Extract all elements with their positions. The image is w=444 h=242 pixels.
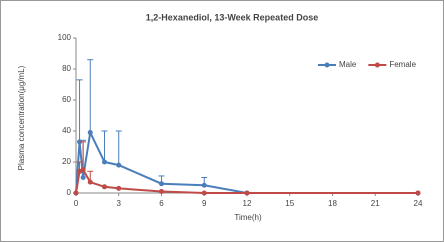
x-tick-label: 18	[328, 199, 337, 208]
x-tick-label: 0	[74, 199, 79, 208]
data-point	[87, 130, 93, 136]
legend-label: Female	[389, 60, 416, 69]
y-tick-label: 20	[62, 157, 71, 166]
x-tick-label: 3	[117, 199, 122, 208]
data-point	[73, 190, 79, 196]
data-point	[87, 179, 93, 185]
data-point	[116, 162, 122, 168]
data-point	[102, 184, 107, 190]
data-point	[116, 185, 122, 191]
y-axis-label: Plasma concentration(μg/mL)	[17, 65, 26, 170]
data-point	[159, 188, 164, 194]
data-point	[415, 190, 421, 196]
x-tick-label: 12	[243, 199, 252, 208]
data-point	[80, 167, 86, 173]
series-line	[75, 129, 418, 194]
y-tick-label: 100	[58, 33, 72, 42]
y-tick-label: 80	[62, 64, 71, 73]
y-tick-label: 60	[62, 95, 71, 104]
x-tick-label: 15	[285, 199, 294, 208]
x-tick-label: 9	[202, 199, 207, 208]
y-tick-label: 40	[62, 126, 71, 135]
x-tick-label: 21	[371, 199, 380, 208]
legend-marker	[324, 62, 330, 68]
legend-marker	[374, 62, 380, 68]
x-tick-label: 6	[159, 199, 164, 208]
y-tick-label: 0	[67, 188, 72, 197]
data-point	[201, 190, 207, 196]
data-point	[159, 181, 164, 187]
data-point	[244, 190, 250, 196]
data-point	[80, 175, 86, 180]
data-point	[77, 139, 83, 145]
legend-label: Male	[339, 60, 357, 69]
data-point	[102, 159, 107, 165]
chart-title: 1,2-Hexanediol, 13-Week Repeated Dose	[146, 12, 318, 22]
x-axis-label: Time(h)	[234, 213, 262, 222]
x-tick-label: 24	[414, 199, 423, 208]
data-point	[201, 182, 207, 188]
